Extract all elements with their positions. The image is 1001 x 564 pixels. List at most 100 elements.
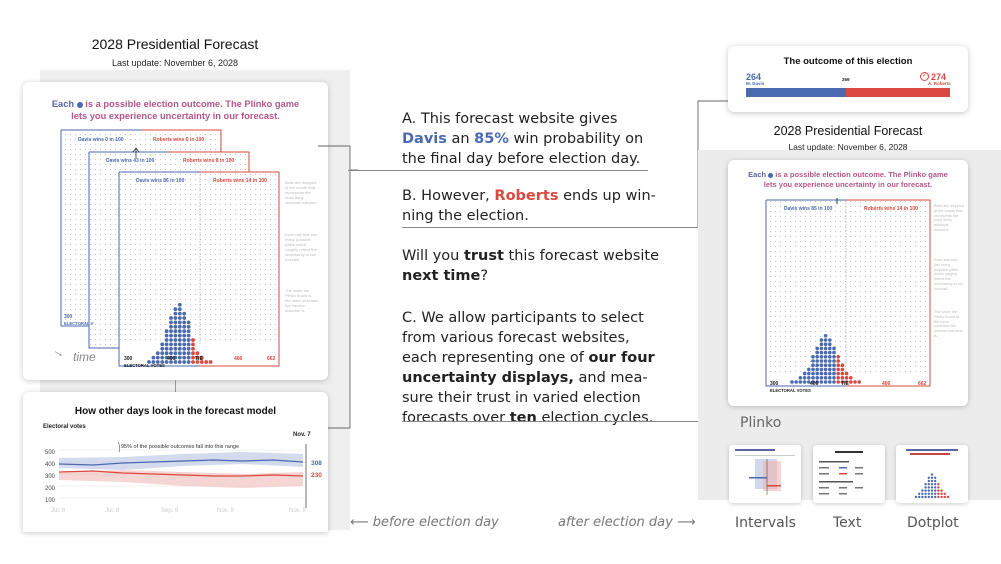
- ball: [160, 346, 165, 351]
- ball: [160, 355, 165, 360]
- tick-300: 300: [45, 474, 56, 480]
- ball: [934, 486, 937, 489]
- time-label: time: [73, 350, 96, 364]
- ball: [164, 346, 169, 351]
- thumb-text[interactable]: [813, 445, 885, 503]
- ball: [934, 483, 937, 486]
- ball: [199, 355, 204, 360]
- xtick-3: Sep. 8: [161, 508, 179, 514]
- ball: [173, 316, 178, 320]
- ball: [169, 351, 173, 356]
- ball: [182, 316, 187, 320]
- a-suffix: win probability on: [513, 131, 644, 147]
- ball: [823, 371, 828, 376]
- ball: [811, 359, 815, 363]
- ball: [177, 307, 182, 312]
- ball: [819, 359, 824, 363]
- left-last-update: Last update: November 6, 2028: [111, 58, 239, 68]
- ball: [177, 311, 182, 316]
- plinko-label: Plinko: [740, 415, 782, 431]
- ball: [169, 329, 173, 334]
- ball: [195, 351, 200, 356]
- ball: [173, 324, 178, 329]
- ball: [832, 376, 836, 380]
- before-text: before election day: [372, 515, 499, 530]
- ball: [169, 316, 173, 320]
- ball: [815, 367, 819, 372]
- ball: [927, 476, 930, 479]
- left-side-note-3: The wider the Plinko board is, the more …: [285, 288, 319, 313]
- ball: [937, 486, 940, 489]
- ball: [828, 342, 832, 346]
- c-line5: sure their trust in varied election: [402, 390, 641, 406]
- ball: [823, 342, 828, 346]
- ball: [930, 473, 934, 476]
- text-thumb-graphic: [819, 451, 863, 495]
- ball: [921, 489, 924, 492]
- ball: [177, 342, 182, 347]
- ball: [191, 355, 195, 360]
- outcome-bar: [746, 88, 950, 97]
- ball: [182, 342, 187, 347]
- ball: [794, 380, 798, 384]
- ball: [832, 371, 836, 376]
- c-line6-bold: ten: [509, 410, 537, 426]
- ball: [191, 346, 195, 351]
- right-arrow-icon: ⟶: [676, 515, 696, 530]
- left-axis-406b: 406: [234, 356, 243, 362]
- xtick-1: Jul. 8: [51, 508, 66, 514]
- ball: [840, 367, 845, 372]
- ball: [918, 495, 921, 499]
- left-axis-tie: TIE: [195, 356, 203, 362]
- intervals-thumb-graphic: [735, 449, 795, 495]
- ball: [918, 492, 921, 495]
- ball: [177, 346, 182, 351]
- a-name: Davis: [402, 131, 447, 147]
- headline-part2: is a possible election outcome. The Plin…: [85, 99, 300, 109]
- ball: [930, 495, 934, 499]
- ball: [819, 350, 824, 355]
- thumb-intervals[interactable]: [729, 445, 801, 503]
- after-text: after election day: [558, 515, 673, 530]
- ball: [823, 334, 828, 338]
- outcome-title: The outcome of this election: [783, 56, 913, 67]
- ball: [823, 363, 828, 367]
- ball: [151, 360, 156, 364]
- q-end: ?: [480, 268, 489, 284]
- ball: [815, 355, 819, 359]
- timeline-annotation: 95% of the possible outcomes fall into t…: [121, 444, 240, 450]
- thumb-dotplot[interactable]: [896, 445, 968, 503]
- right-davis-label: Davis wins 85 in 100: [784, 206, 833, 212]
- ball: [169, 324, 173, 329]
- board-back-roberts: Roberts wins 0 in 100: [153, 137, 205, 143]
- roberts-band: [59, 470, 303, 488]
- outcome-threshold: 269: [842, 77, 850, 82]
- ball: [819, 367, 824, 372]
- ball: [853, 380, 857, 384]
- board-mid-roberts: Roberts wins 8 in 100: [183, 158, 235, 164]
- ball: [828, 371, 832, 376]
- ball: [930, 489, 934, 492]
- right-side-note-3: The wider the Plinko board is, the more …: [934, 310, 963, 338]
- ball: [927, 492, 930, 495]
- ball: [807, 371, 811, 376]
- board-back-davis: Davis wins 0 in 100: [78, 137, 124, 143]
- right-axis-406: 406: [810, 381, 819, 387]
- q-trust: trust: [463, 248, 504, 264]
- ball: [173, 338, 178, 342]
- ball: [943, 495, 946, 499]
- ball: [169, 333, 173, 338]
- ball: [819, 371, 824, 376]
- ball: [927, 483, 930, 486]
- ball: [164, 333, 169, 338]
- ball: [930, 486, 934, 489]
- ball: [937, 489, 940, 492]
- ball: [182, 329, 187, 334]
- ball: [177, 316, 182, 320]
- right-title: 2028 Presidential Forecast: [773, 124, 923, 138]
- ball: [186, 333, 191, 338]
- ball: [164, 355, 169, 360]
- right-axis-caption: ELECTORAL VOTES: [770, 388, 811, 393]
- tick-400: 400: [45, 462, 56, 468]
- ball: [811, 363, 815, 367]
